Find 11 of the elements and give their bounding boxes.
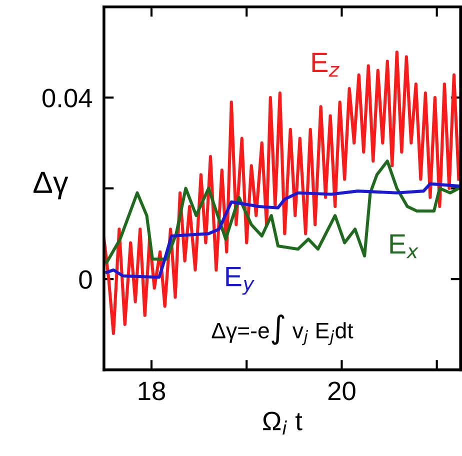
y-tick-label: 0.04 (42, 88, 92, 108)
x-tick-label: 20 (328, 382, 356, 400)
series-label: E$_{x}$ (390, 234, 418, 258)
line-series (105, 160, 460, 264)
annotation: Δγ=-e∫ v$_{j}$ E$_{j}$dt (212, 314, 354, 346)
y-tick-label: 0 (79, 270, 92, 289)
x-axis-title: Ω$_{i}$ t (263, 412, 302, 434)
x-tick-label: 18 (138, 382, 166, 400)
series-label: E$_{y}$ (226, 267, 254, 295)
series-label: E$_{z}$ (312, 52, 340, 77)
y-axis-title: Δγ (34, 172, 68, 200)
